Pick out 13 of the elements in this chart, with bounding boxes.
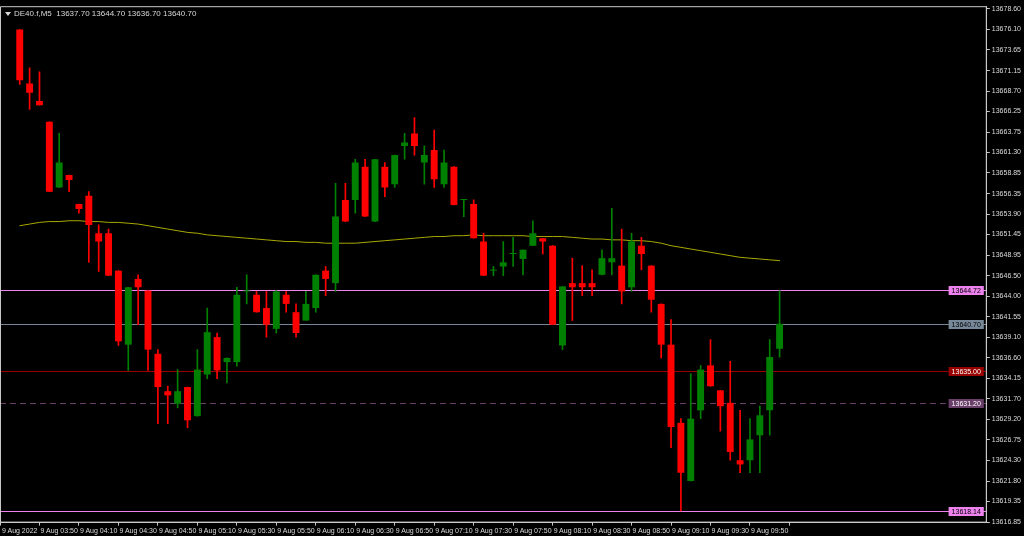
candlestick [736, 410, 744, 474]
candlestick [134, 274, 142, 326]
candlestick [164, 385, 172, 424]
candlestick [578, 265, 586, 296]
candlestick [608, 207, 616, 276]
candlestick [588, 269, 596, 296]
candlestick [420, 145, 428, 185]
chart-title: DE40.f,M5 13637.70 13644.70 13636.70 13640.70 [14, 9, 197, 18]
candlestick [243, 274, 251, 305]
candlestick [95, 224, 103, 272]
candlestick [460, 198, 468, 217]
candlestick [509, 237, 517, 267]
candlestick [499, 241, 507, 276]
